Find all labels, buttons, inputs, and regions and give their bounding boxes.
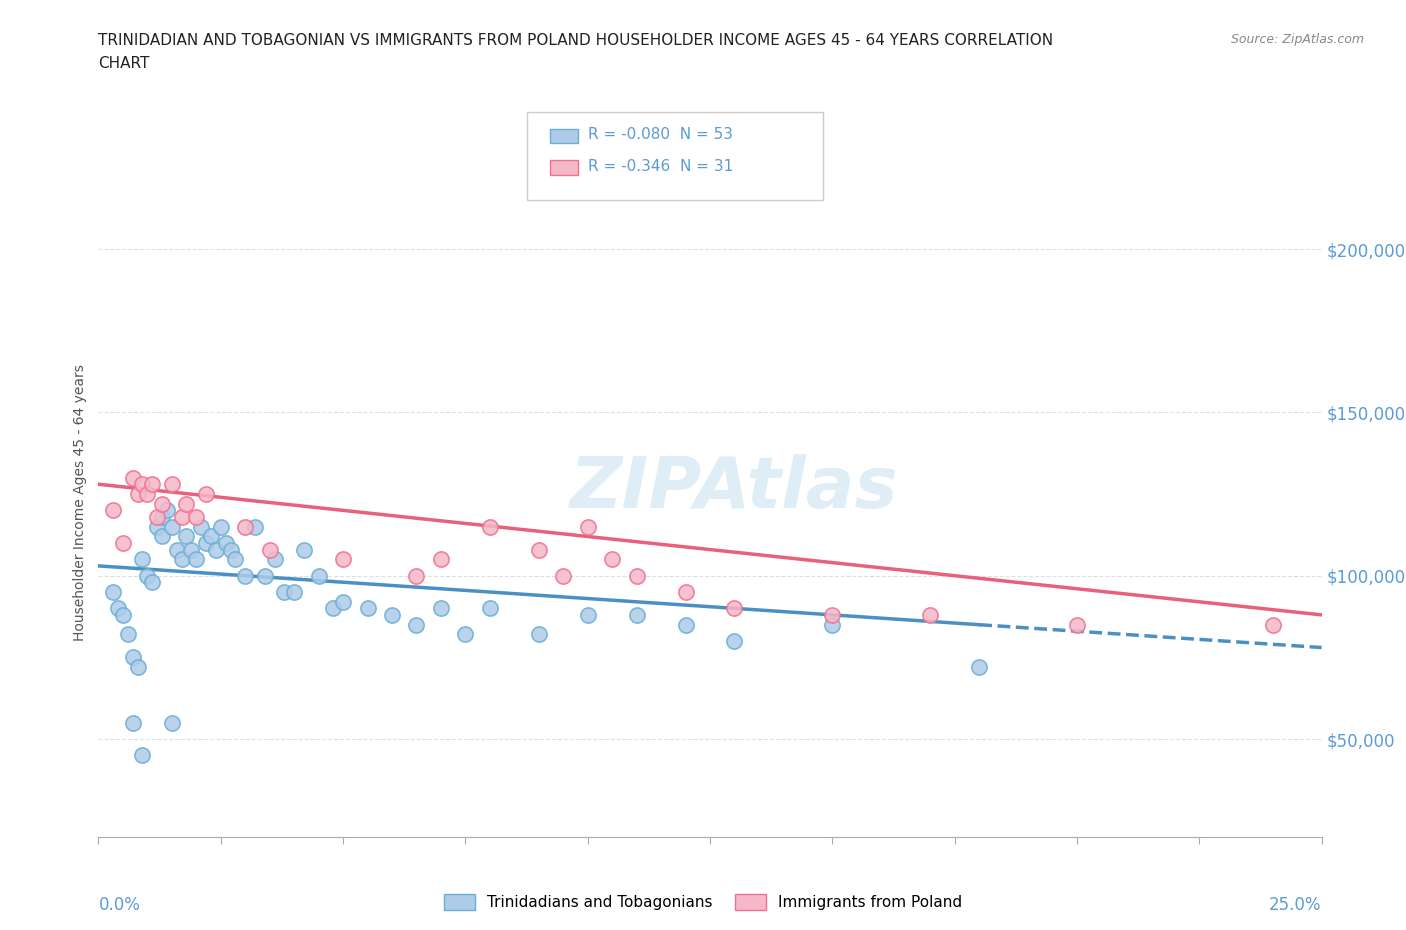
Point bbox=[195, 486, 218, 501]
Point bbox=[136, 568, 159, 583]
Point bbox=[195, 536, 218, 551]
Point bbox=[170, 510, 193, 525]
Point bbox=[1261, 618, 1284, 632]
Point bbox=[214, 536, 236, 551]
Point bbox=[111, 536, 134, 551]
Point bbox=[576, 519, 599, 534]
Point bbox=[150, 497, 173, 512]
Point bbox=[146, 519, 169, 534]
Point bbox=[527, 627, 550, 642]
Point bbox=[322, 601, 344, 616]
Point bbox=[332, 594, 354, 609]
Point bbox=[967, 659, 990, 674]
Point bbox=[219, 542, 242, 557]
Point bbox=[233, 568, 256, 583]
Point bbox=[205, 542, 228, 557]
Text: R = -0.346  N = 31: R = -0.346 N = 31 bbox=[588, 159, 733, 174]
Point bbox=[553, 568, 575, 583]
Point bbox=[263, 551, 285, 566]
Point bbox=[259, 542, 281, 557]
Point bbox=[308, 568, 330, 583]
Point bbox=[675, 585, 697, 600]
Point bbox=[405, 618, 427, 632]
Point bbox=[146, 510, 169, 525]
Point bbox=[186, 551, 208, 566]
Point bbox=[127, 659, 149, 674]
Point bbox=[292, 542, 315, 557]
Point bbox=[176, 529, 198, 544]
Point bbox=[478, 519, 501, 534]
Point bbox=[821, 618, 844, 632]
Point bbox=[111, 607, 134, 622]
Text: 0.0%: 0.0% bbox=[98, 896, 141, 914]
Point bbox=[160, 715, 183, 730]
Point bbox=[478, 601, 501, 616]
Point bbox=[253, 568, 276, 583]
Point bbox=[527, 542, 550, 557]
Point bbox=[821, 607, 844, 622]
Legend: Trinidadians and Tobagonians, Immigrants from Poland: Trinidadians and Tobagonians, Immigrants… bbox=[436, 886, 970, 918]
Point bbox=[723, 633, 745, 648]
Point bbox=[190, 519, 212, 534]
Point bbox=[381, 607, 404, 622]
Point bbox=[121, 715, 143, 730]
Point bbox=[273, 585, 295, 600]
Point bbox=[156, 503, 179, 518]
Point bbox=[150, 510, 173, 525]
Point bbox=[233, 519, 256, 534]
Point bbox=[101, 585, 124, 600]
Point bbox=[160, 519, 183, 534]
Text: TRINIDADIAN AND TOBAGONIAN VS IMMIGRANTS FROM POLAND HOUSEHOLDER INCOME AGES 45 : TRINIDADIAN AND TOBAGONIAN VS IMMIGRANTS… bbox=[98, 33, 1053, 47]
Point bbox=[176, 497, 198, 512]
Text: R = -0.080  N = 53: R = -0.080 N = 53 bbox=[588, 127, 733, 142]
Point bbox=[224, 551, 246, 566]
Point bbox=[209, 519, 232, 534]
Point bbox=[626, 607, 648, 622]
Point bbox=[332, 551, 354, 566]
Point bbox=[180, 542, 202, 557]
Point bbox=[454, 627, 477, 642]
Point bbox=[131, 551, 153, 566]
Point bbox=[131, 748, 153, 763]
Point bbox=[1066, 618, 1088, 632]
Text: 25.0%: 25.0% bbox=[1270, 896, 1322, 914]
Point bbox=[150, 529, 173, 544]
Point bbox=[141, 575, 163, 590]
Point bbox=[121, 471, 143, 485]
Point bbox=[430, 551, 453, 566]
Point bbox=[131, 477, 153, 492]
Point bbox=[405, 568, 427, 583]
Point bbox=[600, 551, 623, 566]
Point bbox=[136, 486, 159, 501]
Point bbox=[626, 568, 648, 583]
Point bbox=[283, 585, 305, 600]
Point bbox=[430, 601, 453, 616]
Point bbox=[107, 601, 129, 616]
Text: Source: ZipAtlas.com: Source: ZipAtlas.com bbox=[1230, 33, 1364, 46]
Point bbox=[186, 510, 208, 525]
Point bbox=[170, 551, 193, 566]
Y-axis label: Householder Income Ages 45 - 64 years: Householder Income Ages 45 - 64 years bbox=[73, 364, 87, 641]
Point bbox=[200, 529, 222, 544]
Point bbox=[675, 618, 697, 632]
Point bbox=[127, 486, 149, 501]
Point bbox=[920, 607, 942, 622]
Point bbox=[101, 503, 124, 518]
Point bbox=[117, 627, 139, 642]
Point bbox=[121, 650, 143, 665]
Text: CHART: CHART bbox=[98, 56, 150, 71]
Point bbox=[243, 519, 266, 534]
Point bbox=[723, 601, 745, 616]
Point bbox=[160, 477, 183, 492]
Text: ZIPAtlas: ZIPAtlas bbox=[571, 455, 898, 524]
Point bbox=[166, 542, 188, 557]
Point bbox=[141, 477, 163, 492]
Point bbox=[576, 607, 599, 622]
Point bbox=[356, 601, 378, 616]
